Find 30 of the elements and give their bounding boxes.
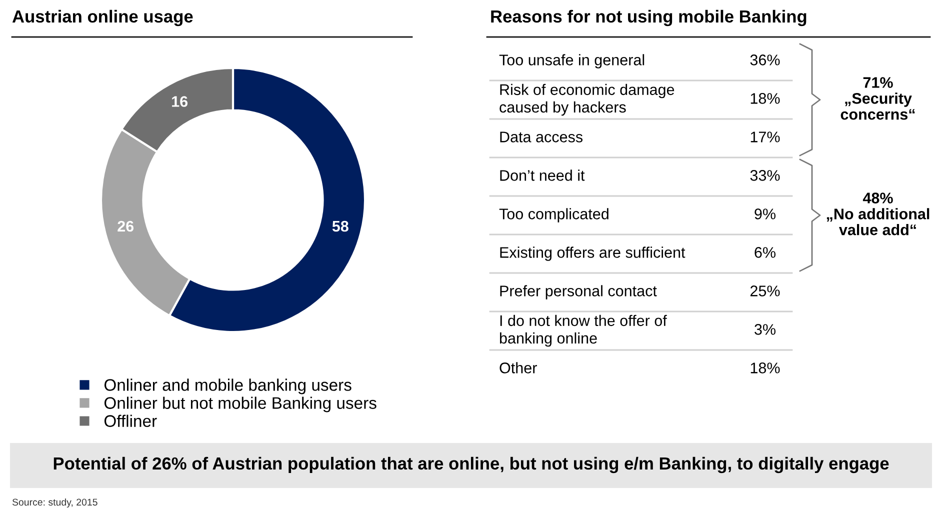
chart-title: Austrian online usage [12, 10, 193, 26]
data-label: 33% [750, 170, 780, 181]
category-label: Prefer personal contact [500, 285, 657, 300]
category-label: Existing offers are sufficient [500, 246, 686, 261]
category-label: I do not know the offer of banking online [500, 314, 667, 347]
data-label: 18% [750, 93, 780, 104]
data-label: 25% [750, 286, 780, 296]
text: 71% „Security concerns“ [840, 77, 915, 120]
text: Potential of 26% of Austrian population that are online, but not using e/m Banking, to digitally engage [54, 456, 889, 474]
data-label: 26 [118, 220, 134, 232]
legend-label: Offliner [104, 414, 157, 427]
legend-label: Onliner but not mobile Banking users [104, 396, 376, 412]
data-label: 9% [754, 208, 776, 220]
category-label: Data access [500, 132, 583, 142]
category-label: Risk of economic damage caused by hackers [500, 84, 674, 116]
legend-label: Onliner and mobile banking users [104, 378, 352, 394]
text: Reasons for not using mobile Banking [491, 10, 806, 26]
category-label: Too complicated [499, 208, 608, 222]
data-label: 18% [750, 362, 780, 374]
category-label: Other [500, 362, 537, 374]
data-label: 36% [750, 54, 780, 66]
category-label: Too unsafe in general [499, 54, 644, 68]
source-note: Source: study, 2015 [12, 498, 98, 508]
text: 48% „No additional value add“ [826, 192, 930, 236]
data-label: 16 [172, 96, 188, 107]
data-label: 6% [754, 247, 776, 258]
data-label: 17% [750, 132, 780, 142]
data-label: 3% [754, 324, 776, 335]
category-label: Don’t need it [500, 170, 585, 181]
data-label: 58 [332, 220, 348, 232]
